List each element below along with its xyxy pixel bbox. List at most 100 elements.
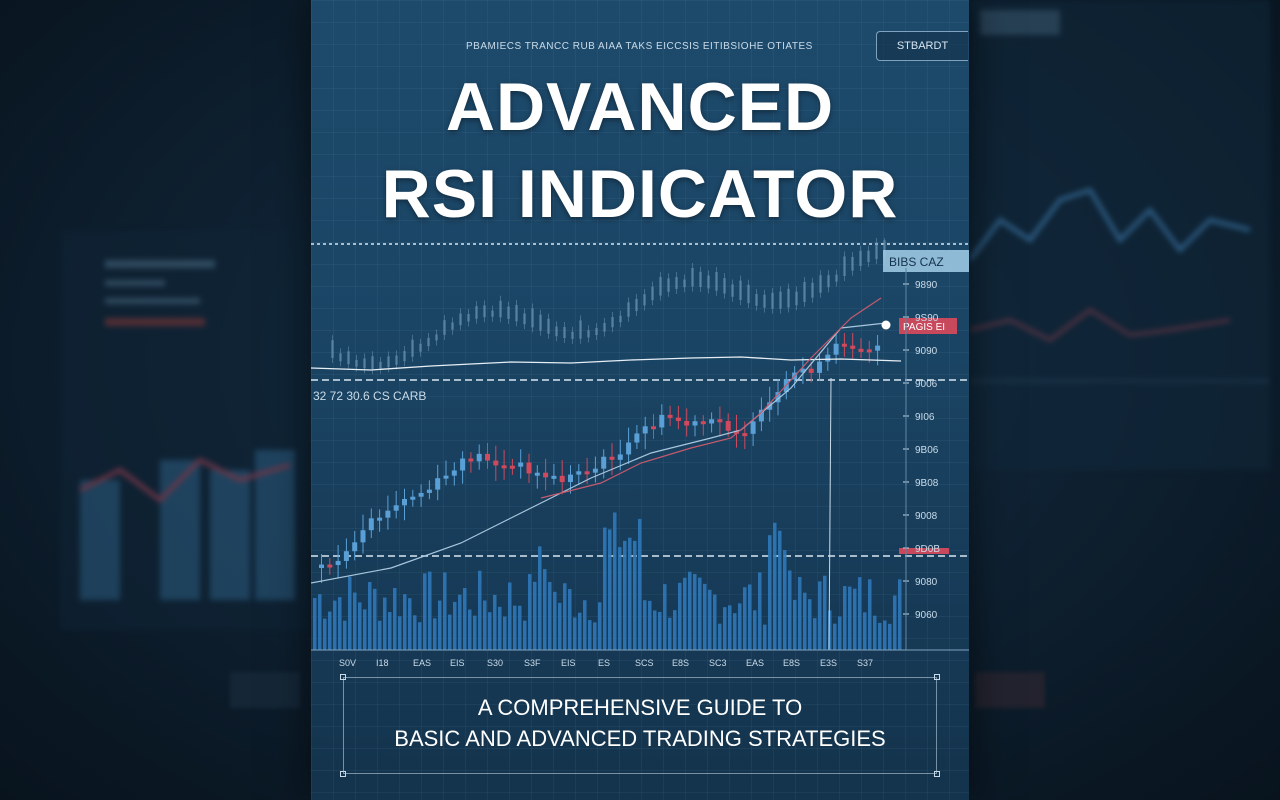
volume-bar (718, 623, 722, 650)
y-axis-label: 9D0B (915, 544, 940, 555)
volume-bar (408, 598, 412, 650)
candle-body (609, 456, 615, 460)
volume-bar (528, 574, 532, 650)
ghost-candle (571, 331, 574, 339)
ghost-candle (507, 306, 510, 319)
candle-body (559, 475, 565, 483)
cover-subtitle-line2: BASIC AND ADVANCED TRADING STRATEGIES (394, 726, 886, 751)
ghost-candle (491, 310, 494, 317)
candlestick-chart: BIBS CAZ PAGIS EI 32 72 30.6 CS CARB 9890 9S… (311, 238, 969, 668)
candle-body (800, 368, 806, 373)
y-axis-label: 9080 (915, 577, 938, 588)
ghost-candle (875, 242, 878, 260)
ghost-candle (627, 302, 630, 317)
volume-bar (778, 530, 782, 650)
volume-bar (358, 602, 362, 650)
volume-bar (508, 582, 512, 650)
background-footer-button-right (975, 672, 1045, 708)
volume-bar (433, 618, 437, 650)
subtitle-frame (340, 674, 940, 777)
candle-body (742, 433, 748, 437)
candle-body (841, 343, 847, 347)
volume-bar (468, 609, 472, 650)
volume-bar (353, 592, 357, 650)
volume-bar (818, 581, 822, 650)
candle-body (568, 474, 573, 483)
candle-body (377, 517, 383, 521)
volume-bar (893, 595, 897, 650)
volume-bar (578, 612, 582, 650)
chart-dashed-lines (311, 243, 969, 557)
volume-bar (418, 622, 422, 650)
x-axis-label: S37 (857, 658, 873, 668)
volume-bar (588, 620, 592, 650)
volume-bar (743, 587, 747, 650)
x-axis-label: SC3 (709, 658, 727, 668)
x-axis-label: EAS (746, 658, 764, 668)
volume-bar (713, 594, 717, 650)
ghost-candle (723, 278, 726, 294)
volume-bar (458, 594, 462, 650)
volume-bar (658, 611, 662, 650)
ghost-candle (603, 322, 606, 332)
volume-bar (373, 588, 377, 650)
ghost-candle (355, 359, 358, 367)
candle-body (850, 345, 856, 349)
x-axis-label: EAS (413, 658, 431, 668)
volume-bar (648, 600, 652, 650)
candle-body (709, 419, 715, 424)
volume-bar (763, 624, 767, 650)
cover-title-line2: RSI INDICATOR (381, 156, 899, 232)
background-dashboard-left (60, 230, 310, 630)
candle-body (426, 489, 432, 493)
candles (319, 332, 881, 583)
x-axis-label: S0V (339, 658, 356, 668)
volume-bar (348, 576, 352, 650)
volume-bar (738, 603, 742, 650)
ghost-candle (883, 240, 886, 258)
volume-bar (333, 600, 337, 650)
volume-bar (548, 582, 552, 650)
ghost-candle (739, 280, 742, 301)
ghost-candle (779, 291, 782, 309)
y-axis-label: 9B06 (915, 445, 939, 456)
volume-bar (318, 594, 322, 650)
candle-body (817, 361, 822, 373)
volume-bar (683, 577, 687, 650)
ghost-candle (867, 250, 870, 263)
volume-bar (393, 588, 397, 650)
volume-bar (638, 518, 642, 650)
ghost-candle (803, 282, 806, 302)
candle-body (875, 345, 881, 351)
candle-body (601, 456, 607, 469)
volume-bar (398, 616, 402, 650)
ghost-candle (771, 292, 774, 309)
volume-bar (368, 582, 372, 650)
x-axis-label: I18 (376, 658, 389, 668)
ghost-candle (859, 250, 862, 266)
y-axis-label: 9S90 (915, 313, 939, 324)
candle-body (684, 420, 690, 426)
volume-bar (538, 546, 542, 650)
candle-body (659, 414, 665, 428)
price-tag-top-bg (883, 250, 969, 272)
volume-bar (768, 535, 772, 650)
volume-bar (678, 582, 682, 650)
volume-bar (443, 572, 447, 650)
ghost-candle (539, 314, 542, 331)
volume-bar (863, 612, 867, 650)
volume-bar (788, 570, 792, 650)
candle-body (833, 343, 839, 355)
cover-grid-background (311, 0, 969, 800)
volume-bar (803, 592, 807, 650)
volume-bar (503, 616, 507, 650)
volume-bar (598, 602, 602, 650)
candle-body (319, 564, 324, 568)
candle-body (584, 471, 590, 475)
cover-topline-text: PBAMIECS TRANCC RUB AIAA TAKS EICCSIS EI… (466, 41, 813, 52)
volume-bar (478, 570, 482, 650)
volume-bar (673, 610, 677, 650)
candle-body (758, 409, 764, 422)
candle-body (460, 458, 466, 471)
candle-body (509, 465, 515, 469)
